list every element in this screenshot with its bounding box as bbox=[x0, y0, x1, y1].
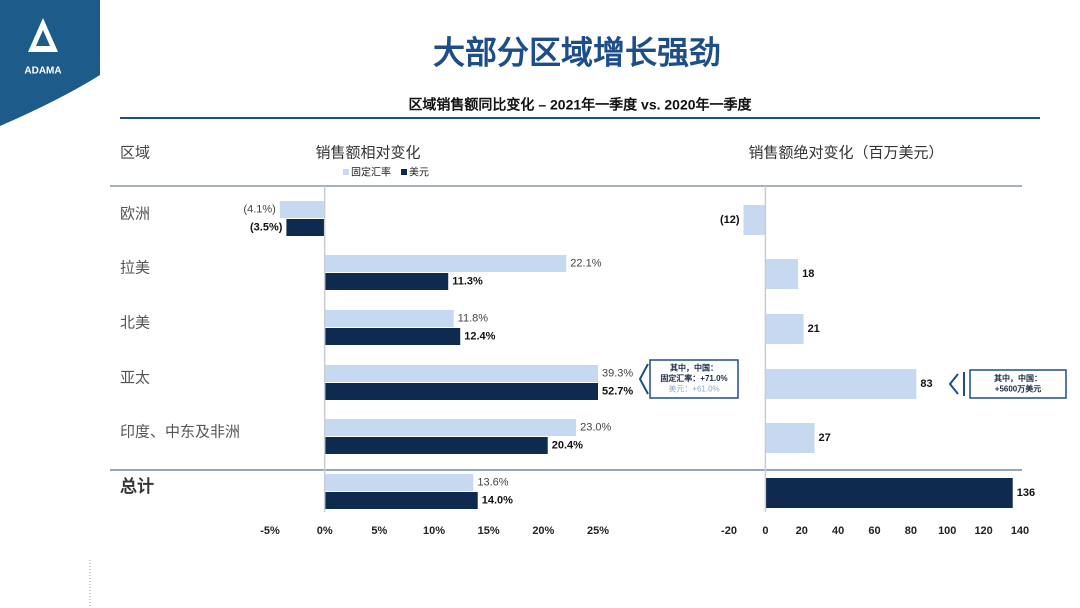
value-label: 21 bbox=[808, 323, 820, 335]
x-tick-label: 60 bbox=[868, 525, 880, 537]
x-tick-label: 10% bbox=[423, 525, 445, 537]
annotation-text: 固定汇率：+71.0% bbox=[660, 373, 727, 383]
plot-area bbox=[743, 205, 1013, 508]
bar bbox=[324, 273, 449, 290]
value-label: 11.3% bbox=[452, 275, 483, 287]
slide-title: 大部分区域增长强劲 bbox=[433, 34, 721, 70]
bar bbox=[286, 219, 325, 236]
x-tick-label: 40 bbox=[832, 525, 844, 537]
value-label: 27 bbox=[818, 432, 830, 444]
x-tick-label: 100 bbox=[938, 525, 956, 537]
value-label: 11.8% bbox=[458, 312, 489, 324]
category-label: 印度、中东及非洲 bbox=[120, 423, 240, 440]
value-label: (12) bbox=[720, 214, 740, 226]
x-tick-label: 140 bbox=[1011, 525, 1029, 537]
logo-background bbox=[0, 0, 100, 126]
value-label: (3.5%) bbox=[250, 221, 283, 233]
plot-area bbox=[279, 201, 598, 509]
annotation-box bbox=[969, 369, 1067, 399]
x-tick-label: 80 bbox=[905, 525, 917, 537]
value-label: 39.3% bbox=[602, 367, 633, 379]
bar bbox=[765, 314, 804, 344]
value-label: 136 bbox=[1017, 487, 1035, 499]
value-label: 22.1% bbox=[570, 257, 601, 269]
x-tick-label: 5% bbox=[371, 525, 387, 537]
logo-mark bbox=[28, 18, 58, 52]
bar bbox=[765, 423, 815, 453]
legend-label: 美元 bbox=[409, 166, 429, 179]
x-tick-label: 15% bbox=[478, 525, 500, 537]
bar bbox=[765, 259, 799, 289]
category-label: 总计 bbox=[120, 476, 154, 496]
category-label: 北美 bbox=[120, 314, 150, 331]
value-label: 18 bbox=[802, 268, 814, 280]
legend-swatch bbox=[401, 169, 407, 175]
bar bbox=[324, 437, 548, 454]
category-label: 拉美 bbox=[120, 259, 150, 276]
value-label: (4.1%) bbox=[243, 203, 275, 215]
x-tick-label: 0 bbox=[762, 525, 768, 537]
bar bbox=[324, 419, 577, 436]
x-tick-label: -5% bbox=[260, 525, 280, 537]
bar bbox=[324, 492, 478, 509]
x-tick-label: -20 bbox=[721, 525, 737, 537]
bar bbox=[324, 474, 474, 491]
bar bbox=[279, 201, 325, 218]
x-tick-label: 25% bbox=[587, 525, 609, 537]
annotation-text: 其中，中国： bbox=[670, 363, 718, 373]
value-label: 52.7% bbox=[602, 385, 633, 397]
category-label: 亚太 bbox=[120, 369, 150, 386]
bar bbox=[765, 478, 1013, 508]
value-label: 13.6% bbox=[477, 476, 508, 488]
annotation-text: +5600万美元 bbox=[995, 383, 1041, 393]
region-header: 区域 bbox=[120, 144, 150, 161]
annotation-box bbox=[649, 359, 739, 399]
annotation-text: 其中，中国： bbox=[994, 373, 1042, 383]
value-label: 12.4% bbox=[464, 330, 495, 342]
value-label: 20.4% bbox=[552, 439, 583, 451]
bar bbox=[324, 365, 598, 382]
bar bbox=[743, 205, 766, 235]
bar bbox=[765, 369, 917, 399]
chart-title: 销售额绝对变化（百万美元） bbox=[748, 144, 943, 161]
subtitle: 区域销售额同比变化 – 2021年一季度 vs. 2020年一季度 bbox=[408, 97, 752, 113]
logo-text: ADAMA bbox=[24, 66, 61, 77]
bar bbox=[324, 383, 598, 400]
category-label: 欧洲 bbox=[120, 205, 150, 222]
bracket bbox=[948, 372, 965, 396]
bar bbox=[324, 255, 567, 272]
x-tick-label: 20 bbox=[796, 525, 808, 537]
value-label: 14.0% bbox=[482, 494, 513, 506]
value-label: 23.0% bbox=[580, 421, 611, 433]
value-label: 83 bbox=[920, 378, 932, 390]
bar bbox=[324, 328, 461, 345]
chart-title: 销售额相对变化 bbox=[315, 144, 420, 161]
x-tick-label: 120 bbox=[974, 525, 992, 537]
legend-label: 固定汇率 bbox=[351, 166, 391, 179]
legend-swatch bbox=[343, 169, 349, 175]
x-tick-label: 0% bbox=[317, 525, 333, 537]
bar bbox=[324, 310, 454, 327]
annotation-text: 美元：+61.0% bbox=[668, 384, 719, 394]
x-tick-label: 20% bbox=[532, 525, 554, 537]
